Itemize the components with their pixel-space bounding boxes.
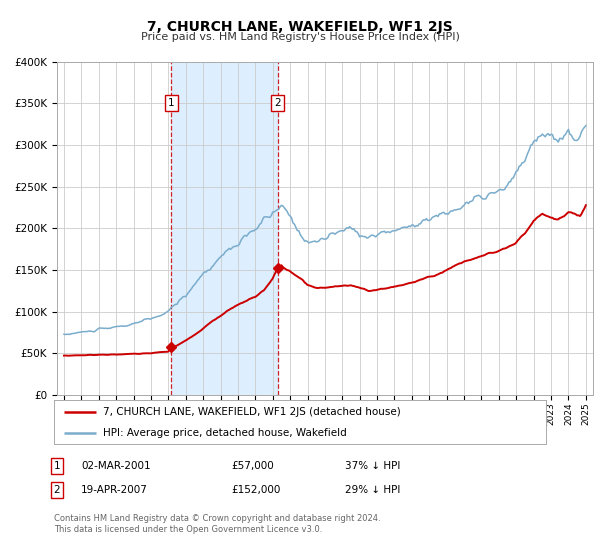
Text: 2: 2 xyxy=(275,98,281,108)
Text: £57,000: £57,000 xyxy=(231,461,274,471)
Text: 02-MAR-2001: 02-MAR-2001 xyxy=(81,461,151,471)
Text: 19-APR-2007: 19-APR-2007 xyxy=(81,485,148,495)
Text: Contains HM Land Registry data © Crown copyright and database right 2024.: Contains HM Land Registry data © Crown c… xyxy=(54,514,380,522)
Text: HPI: Average price, detached house, Wakefield: HPI: Average price, detached house, Wake… xyxy=(103,428,347,437)
Text: 1: 1 xyxy=(168,98,175,108)
Text: 7, CHURCH LANE, WAKEFIELD, WF1 2JS (detached house): 7, CHURCH LANE, WAKEFIELD, WF1 2JS (deta… xyxy=(103,407,401,417)
Text: Price paid vs. HM Land Registry's House Price Index (HPI): Price paid vs. HM Land Registry's House … xyxy=(140,32,460,43)
Text: 2: 2 xyxy=(53,485,61,495)
Text: 7, CHURCH LANE, WAKEFIELD, WF1 2JS: 7, CHURCH LANE, WAKEFIELD, WF1 2JS xyxy=(147,20,453,34)
Text: 37% ↓ HPI: 37% ↓ HPI xyxy=(345,461,400,471)
Text: £152,000: £152,000 xyxy=(231,485,280,495)
Text: 29% ↓ HPI: 29% ↓ HPI xyxy=(345,485,400,495)
Text: This data is licensed under the Open Government Licence v3.0.: This data is licensed under the Open Gov… xyxy=(54,525,322,534)
Text: 1: 1 xyxy=(53,461,61,471)
Bar xyxy=(171,62,278,395)
